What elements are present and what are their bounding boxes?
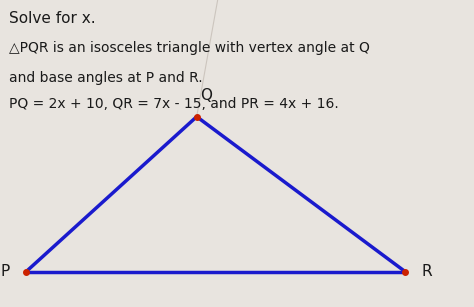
Text: R: R [422,264,432,279]
Text: PQ = 2x + 10, QR = 7x - 15, and PR = 4x + 16.: PQ = 2x + 10, QR = 7x - 15, and PR = 4x … [9,97,339,111]
Text: Q: Q [200,88,212,103]
Text: P: P [0,264,9,279]
Text: Solve for x.: Solve for x. [9,11,96,26]
Text: △PQR is an isosceles triangle with vertex angle at Q: △PQR is an isosceles triangle with verte… [9,41,370,56]
Text: and base angles at P and R.: and base angles at P and R. [9,71,203,85]
